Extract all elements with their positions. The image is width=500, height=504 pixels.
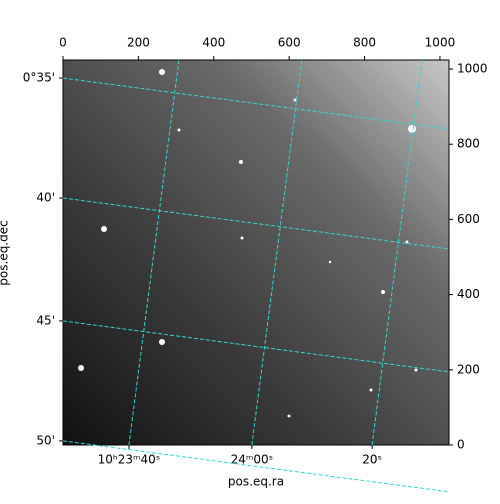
y-tick-label: 1000 bbox=[457, 62, 488, 76]
y-tick-label: 800 bbox=[457, 137, 480, 151]
dec-grid-line bbox=[62, 77, 450, 130]
y-tick-label: 400 bbox=[457, 287, 480, 301]
ra-grid-line bbox=[371, 59, 423, 446]
dec-tick-label: 50' bbox=[36, 433, 55, 447]
ra-tick-label: 20ˢ bbox=[362, 453, 382, 467]
dec-tick-label: 45' bbox=[36, 313, 55, 327]
x-tick-label: 1000 bbox=[425, 36, 456, 50]
dec-grid-line bbox=[62, 440, 450, 493]
y-tick-label: 0 bbox=[457, 438, 465, 452]
x-tick-label: 800 bbox=[353, 36, 376, 50]
ra-grid-line bbox=[128, 59, 180, 446]
y-tick-label: 200 bbox=[457, 362, 480, 376]
sky-image bbox=[63, 60, 449, 445]
dec-tick-label: 40' bbox=[36, 190, 55, 204]
dec-grid-line bbox=[62, 320, 450, 373]
ra-tick-label: 24ᵐ00ˢ bbox=[231, 453, 274, 467]
x-axis-label: pos.eq.ra bbox=[228, 475, 284, 489]
dec-tick-label: 0°35' bbox=[23, 71, 55, 85]
x-tick-label: 0 bbox=[59, 36, 67, 50]
ra-tick-label: 10ʰ23ᵐ40ˢ bbox=[98, 453, 161, 467]
dec-grid-line bbox=[62, 197, 450, 250]
x-tick-label: 400 bbox=[202, 36, 225, 50]
y-axis-label: pos.eq.dec bbox=[0, 220, 11, 285]
x-tick-label: 600 bbox=[278, 36, 301, 50]
x-tick-label: 200 bbox=[127, 36, 150, 50]
stars bbox=[78, 69, 418, 418]
y-tick-label: 600 bbox=[457, 212, 480, 226]
ra-grid-line bbox=[251, 59, 303, 446]
plot-frame bbox=[62, 59, 450, 446]
